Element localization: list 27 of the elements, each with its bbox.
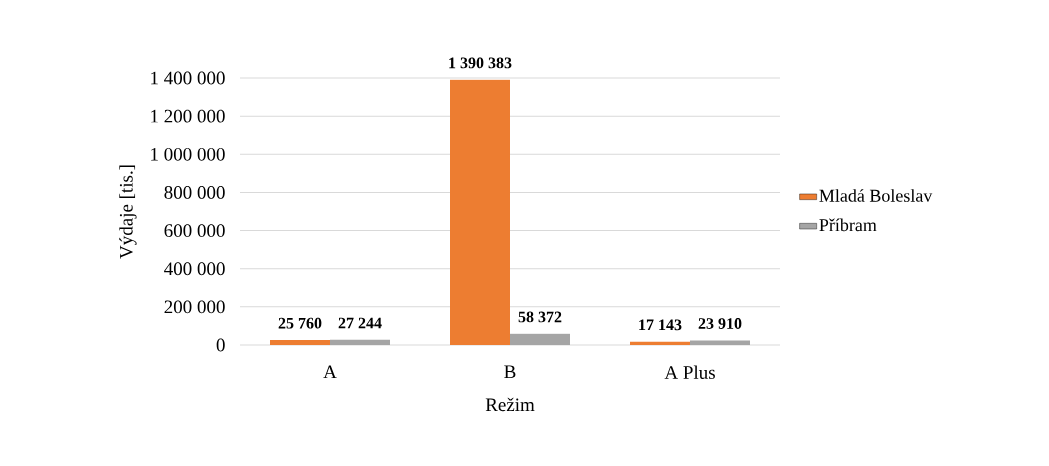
- y-tick-label: 400 000: [164, 262, 225, 276]
- x-tick-label: A Plus: [664, 365, 715, 379]
- y-tick-label: 0: [216, 338, 225, 352]
- y-tick-label: 200 000: [164, 300, 225, 314]
- y-axis-title: Výdaje [tis.]: [119, 165, 137, 259]
- x-axis-title: Režim: [485, 397, 535, 412]
- bar: [630, 341, 690, 345]
- data-label: 23 910: [698, 318, 742, 329]
- legend-label: Příbram: [819, 218, 877, 232]
- x-tick-label: A: [323, 365, 337, 379]
- bar: [510, 333, 570, 345]
- bar: [690, 340, 751, 345]
- data-label: 58 372: [518, 311, 562, 323]
- data-label: 25 760: [278, 317, 322, 329]
- data-label: 1 390 383: [449, 57, 512, 69]
- y-tick-label: 800 000: [164, 186, 225, 199]
- y-tick-label: 600 000: [164, 224, 225, 237]
- y-tick-label: 1 000 000: [151, 147, 225, 161]
- data-label: 17 143: [639, 319, 682, 331]
- data-label: 27 244: [338, 317, 382, 329]
- legend-label: Mladá Boleslav: [819, 189, 933, 202]
- bar: [450, 79, 510, 345]
- bar: [270, 340, 330, 345]
- y-tick-label: 1 400 000: [151, 71, 225, 85]
- y-tick-label: 1 200 000: [151, 109, 225, 123]
- bar: [330, 339, 390, 345]
- x-tick-label: B: [504, 365, 516, 379]
